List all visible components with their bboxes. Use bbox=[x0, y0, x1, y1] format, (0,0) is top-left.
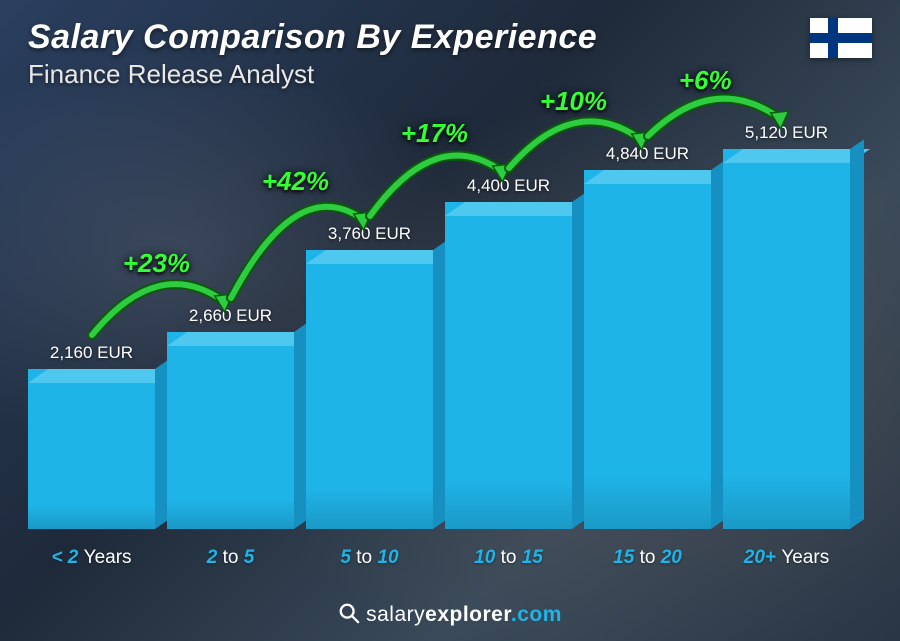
bar-value-label: 4,840 EUR bbox=[606, 144, 689, 164]
bar-column: 4,840 EUR 15 to 20 bbox=[584, 144, 711, 569]
bar bbox=[167, 332, 294, 529]
pct-increase-label: +42% bbox=[262, 166, 329, 197]
bar-chart: 2,160 EUR < 2 Years 2,660 EUR 2 to 5 3,760 E… bbox=[28, 109, 850, 569]
bar-value-label: 5,120 EUR bbox=[745, 123, 828, 143]
page-title: Salary Comparison By Experience bbox=[28, 18, 597, 57]
brand-text-suffix: explorer bbox=[425, 603, 511, 626]
bar-column: 4,400 EUR 10 to 15 bbox=[445, 176, 572, 569]
bar-x-label: 20+ Years bbox=[744, 547, 829, 569]
bar-x-label: 15 to 20 bbox=[613, 547, 682, 569]
bar bbox=[723, 149, 850, 529]
pct-increase-label: +17% bbox=[401, 118, 468, 149]
bar-value-label: 2,160 EUR bbox=[50, 343, 133, 363]
bar-column: 5,120 EUR 20+ Years bbox=[723, 123, 850, 569]
pct-increase-label: +23% bbox=[123, 248, 190, 279]
brand-text-domain: .com bbox=[511, 603, 562, 626]
pct-increase-label: +6% bbox=[679, 65, 732, 96]
bar-x-label: 2 to 5 bbox=[207, 547, 255, 569]
bar-column: 2,160 EUR < 2 Years bbox=[28, 343, 155, 569]
bar bbox=[445, 202, 572, 529]
title-block: Salary Comparison By Experience Finance … bbox=[28, 18, 597, 90]
bar-value-label: 2,660 EUR bbox=[189, 306, 272, 326]
finland-flag-icon bbox=[810, 18, 872, 58]
magnifier-icon bbox=[338, 602, 360, 624]
bar-x-label: 10 to 15 bbox=[474, 547, 543, 569]
bar-column: 3,760 EUR 5 to 10 bbox=[306, 224, 433, 569]
pct-increase-label: +10% bbox=[540, 86, 607, 117]
footer: salaryexplorer.com bbox=[0, 602, 900, 627]
bar-x-label: 5 to 10 bbox=[340, 547, 398, 569]
header: Salary Comparison By Experience Finance … bbox=[28, 18, 872, 90]
brand-text-prefix: salary bbox=[366, 603, 425, 626]
page-subtitle: Finance Release Analyst bbox=[28, 59, 597, 90]
brand-logo: salaryexplorer.com bbox=[338, 603, 562, 626]
bar-value-label: 4,400 EUR bbox=[467, 176, 550, 196]
bar-x-label: < 2 Years bbox=[51, 547, 131, 569]
bar bbox=[28, 369, 155, 529]
bar-column: 2,660 EUR 2 to 5 bbox=[167, 306, 294, 569]
bar bbox=[306, 250, 433, 529]
bar bbox=[584, 170, 711, 529]
bar-value-label: 3,760 EUR bbox=[328, 224, 411, 244]
